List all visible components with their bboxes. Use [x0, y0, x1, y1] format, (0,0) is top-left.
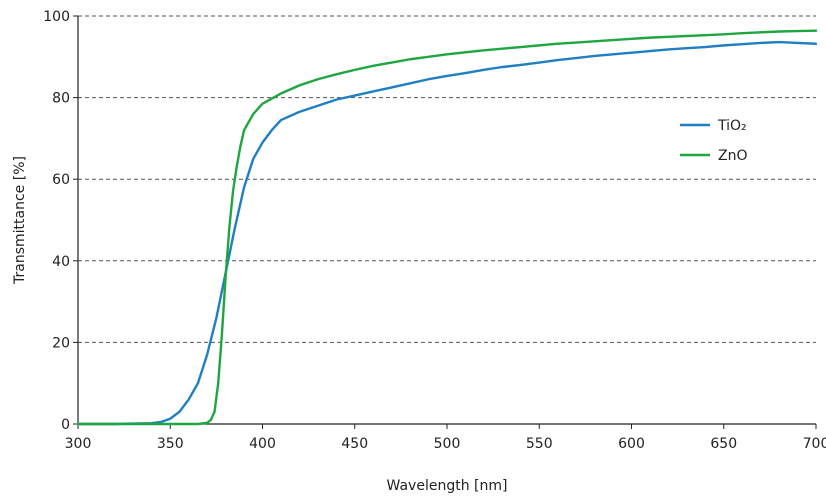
y-tick-label-2: 40 — [52, 254, 70, 270]
legend-label-zno: ZnO — [718, 148, 747, 164]
series-line-zno — [76, 29, 818, 426]
x-tick-label-3: 450 — [341, 436, 368, 452]
x-axis-title: Wavelength [nm] — [387, 478, 508, 494]
legend: TiO₂ ZnO — [680, 118, 747, 164]
y-tick-label-3: 60 — [52, 172, 70, 188]
axes-layer: 0 20 40 60 80 100 300 350 400 450 500 550 600 650 700 — [43, 9, 826, 452]
x-tick-label-8: 700 — [803, 436, 826, 452]
y-tick-label-4: 80 — [52, 91, 70, 107]
x-tick-label-0: 300 — [65, 436, 92, 452]
x-tick-label-6: 600 — [618, 436, 645, 452]
y-tick-label-0: 0 — [61, 417, 70, 433]
y-axis-title: Transmittance [%] — [12, 156, 28, 285]
x-tick-label-4: 500 — [434, 436, 461, 452]
grid-layer — [78, 15, 816, 343]
series-layer — [76, 29, 818, 426]
y-tick-label-1: 20 — [52, 335, 70, 351]
y-tick-label-5: 100 — [43, 9, 70, 25]
legend-label-tio2: TiO₂ — [717, 118, 747, 134]
x-tick-label-5: 550 — [526, 436, 553, 452]
series-line-tio2 — [76, 40, 818, 426]
x-tick-label-2: 400 — [249, 436, 276, 452]
x-tick-label-1: 350 — [157, 436, 184, 452]
x-tick-label-7: 650 — [710, 436, 737, 452]
